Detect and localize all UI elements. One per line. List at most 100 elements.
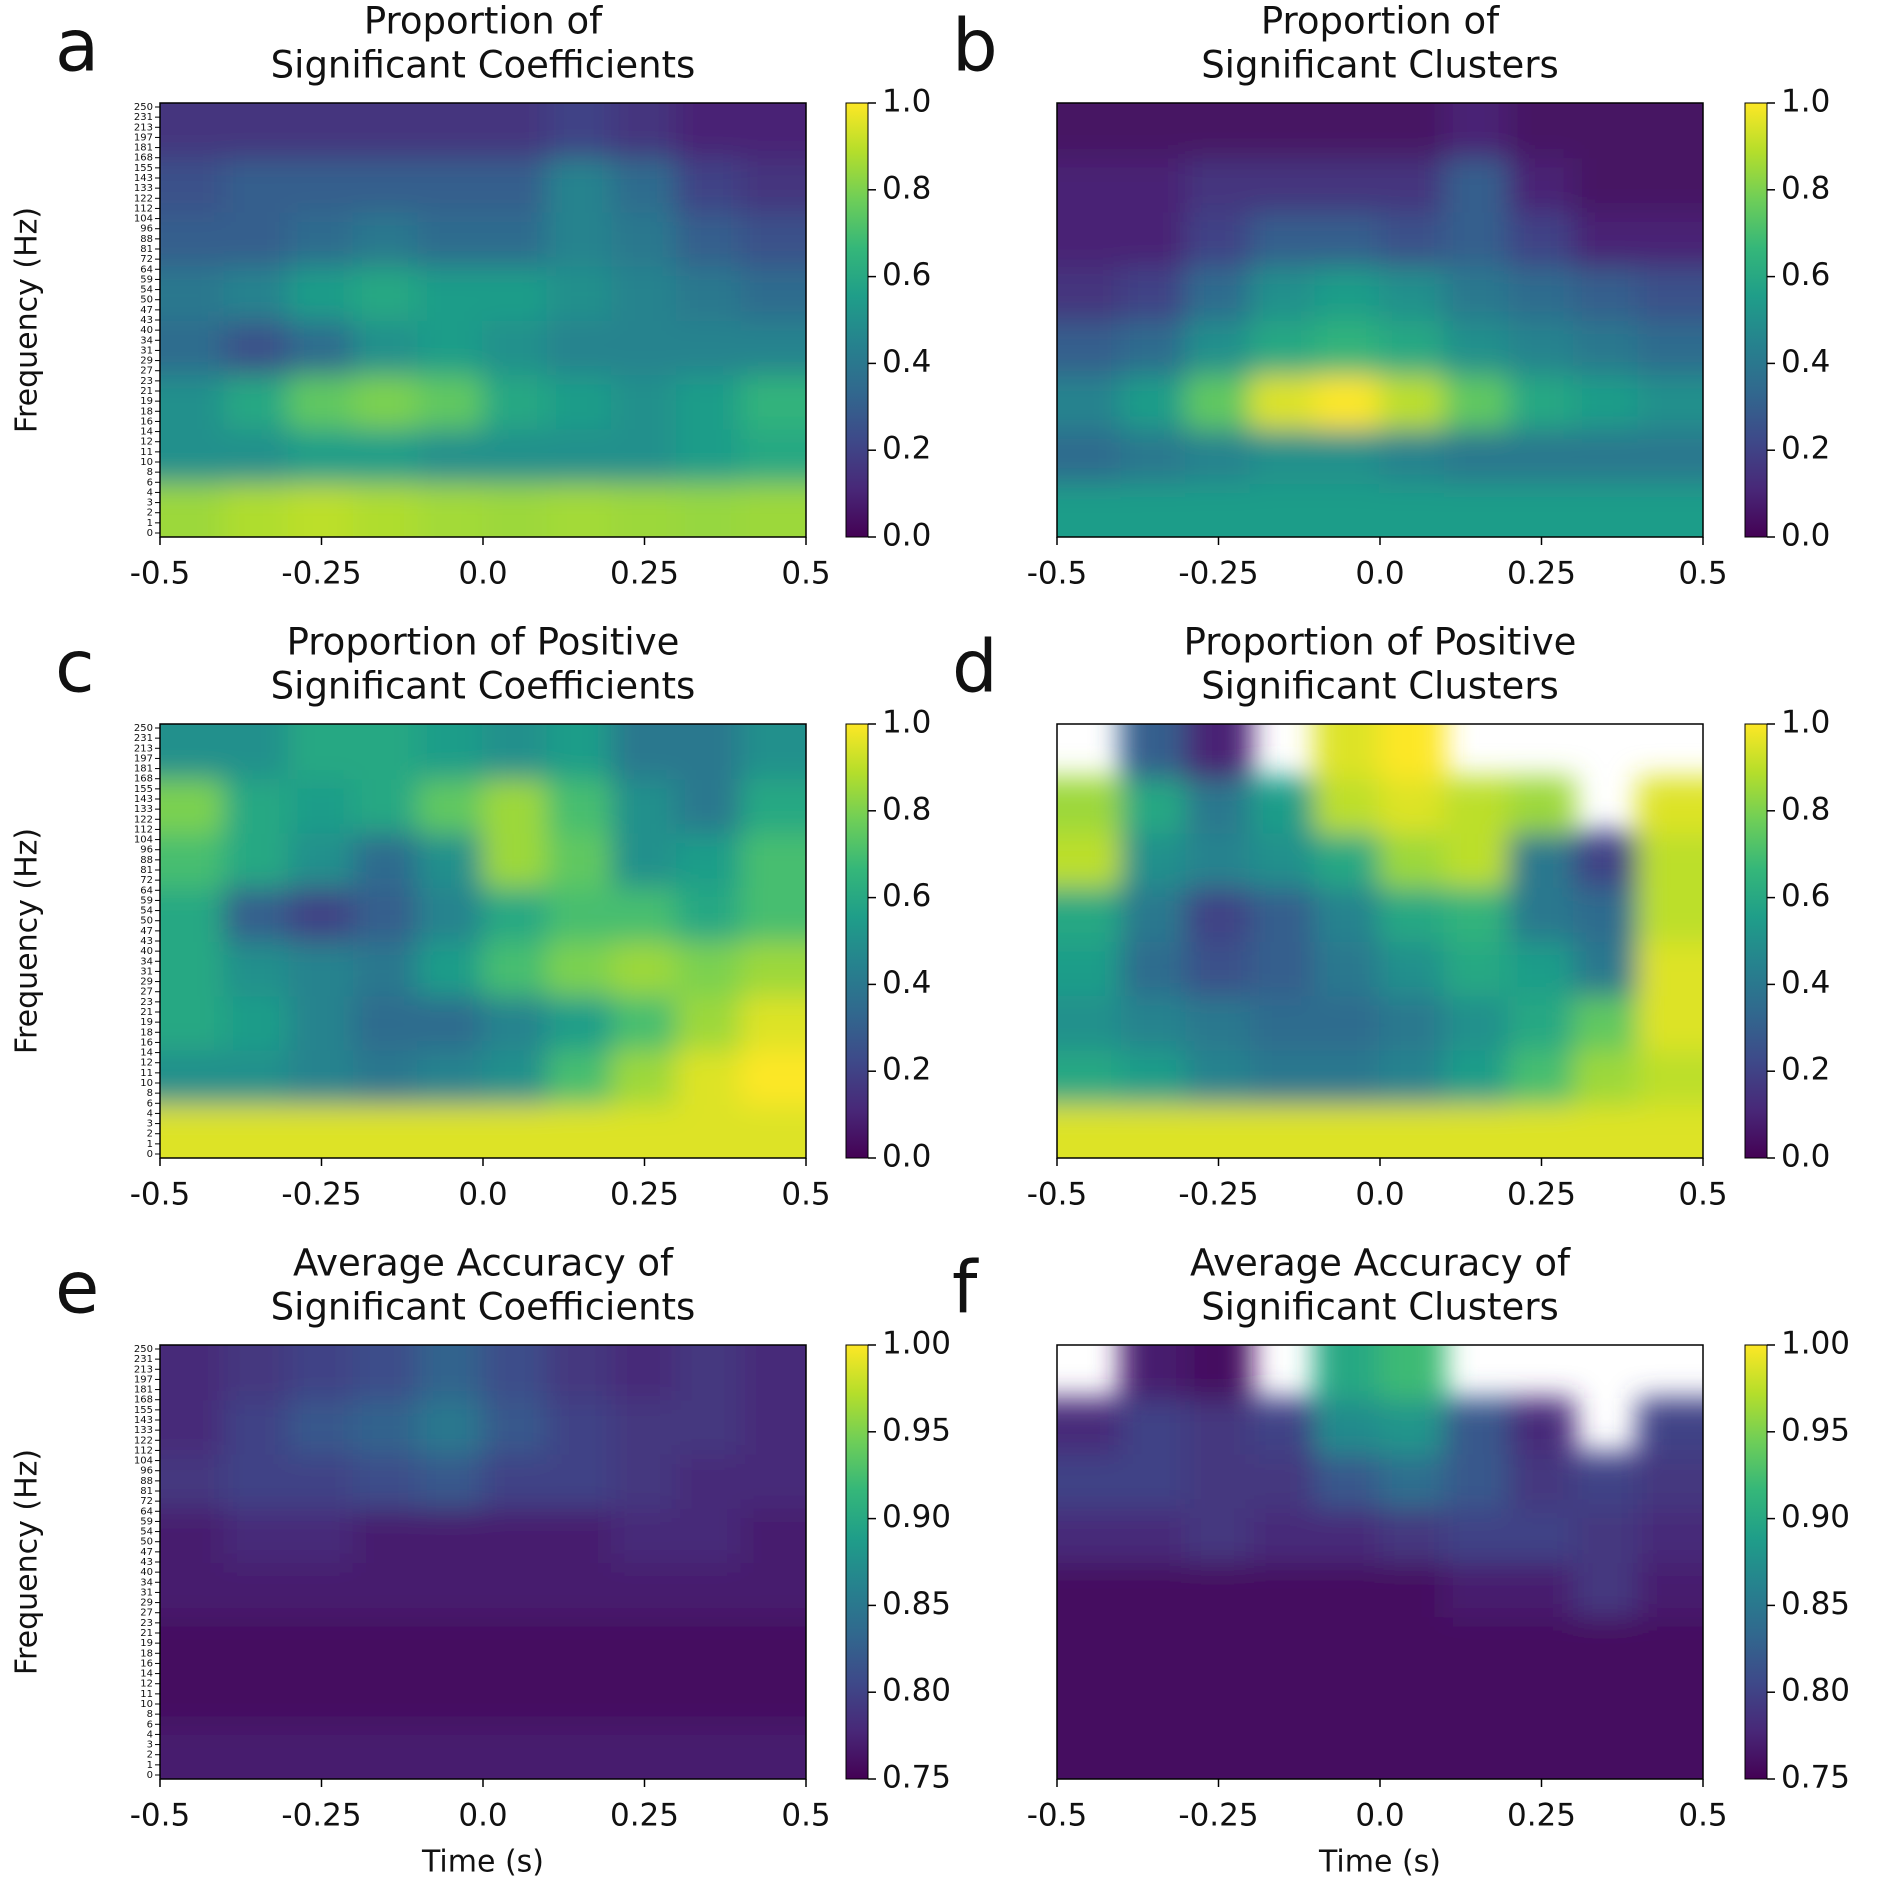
- heatmap-cell: [546, 940, 614, 997]
- x-tick-label: -0.5: [130, 556, 191, 592]
- colorbar-tick-label: 1.0: [1781, 705, 1830, 741]
- heatmap-cell: [1508, 1615, 1575, 1672]
- heatmap-cell: [740, 481, 806, 537]
- heatmap-cell: [740, 427, 806, 484]
- heatmap-cell: [1572, 940, 1640, 997]
- heatmap-cell: [1185, 994, 1252, 1051]
- chart-title: Proportion of Positive: [1184, 621, 1577, 664]
- heatmap-cell: [1508, 1506, 1575, 1563]
- y-tick-label: 43: [140, 315, 153, 326]
- colorbar: [845, 102, 869, 538]
- heatmap-cell: [1185, 1102, 1252, 1158]
- heatmap-cell: [740, 724, 806, 780]
- heatmap-cell: [1508, 210, 1575, 267]
- heatmap-cell: [288, 103, 355, 159]
- heatmap-cell: [1637, 831, 1703, 888]
- heatmap-cell: [1443, 994, 1511, 1051]
- x-tick-label: -0.5: [130, 1177, 191, 1213]
- heatmap-cell: [417, 210, 484, 267]
- heatmap-cell: [611, 1723, 678, 1779]
- heatmap-cell: [160, 1615, 226, 1672]
- y-tick-label: 168: [134, 774, 153, 785]
- y-tick-label: 168: [134, 153, 153, 164]
- y-tick-label: 88: [140, 1476, 153, 1487]
- heatmap-cell: [740, 1561, 806, 1618]
- heatmap-cell: [160, 885, 226, 942]
- y-tick-label: 96: [140, 845, 153, 856]
- heatmap-cell: [288, 156, 355, 213]
- heatmap-cell: [1314, 373, 1381, 430]
- colorbar-tick-label: 0.90: [1781, 1499, 1850, 1535]
- y-tick-label: 10: [140, 457, 153, 468]
- colorbar-tick-label: 0.8: [882, 791, 931, 827]
- heatmap-cell: [1379, 777, 1446, 834]
- heatmap-cell: [482, 831, 549, 888]
- heatmap-cell: [1249, 777, 1317, 834]
- heatmap-cell: [417, 427, 484, 484]
- heatmap-cell: [611, 994, 678, 1051]
- heatmap-cell: [1249, 1561, 1317, 1618]
- heatmap-cell: [1120, 1048, 1188, 1105]
- heatmap-cell: [288, 994, 355, 1051]
- heatmap-cell: [611, 1615, 678, 1672]
- y-tick-label: 72: [140, 875, 153, 886]
- heatmap-cell: [740, 156, 806, 213]
- heatmap-cell: [1314, 724, 1381, 780]
- heatmap-cell: [675, 831, 743, 888]
- heatmap-cell: [1443, 481, 1511, 537]
- y-tick-label: 50: [140, 1537, 153, 1548]
- y-tick-label: 143: [134, 173, 153, 184]
- heatmap-cell: [482, 373, 549, 430]
- y-tick-label: 54: [140, 1527, 153, 1538]
- y-tick-label: 0: [147, 528, 153, 539]
- heatmap-cell: [1508, 1102, 1575, 1158]
- y-tick-label: 143: [134, 1415, 153, 1426]
- heatmap-cell: [546, 103, 614, 159]
- heatmap-cell: [1057, 156, 1123, 213]
- heatmap-cell: [740, 831, 806, 888]
- heatmap-cell: [482, 210, 549, 267]
- colorbar-tick-label: 0.80: [1781, 1673, 1850, 1709]
- heatmap-cell: [352, 1452, 420, 1509]
- heatmap-cell: [223, 1723, 291, 1779]
- heatmap-cell: [1185, 777, 1252, 834]
- heatmap-cell: [675, 940, 743, 997]
- heatmap-cell: [546, 1048, 614, 1105]
- heatmap-cell: [1379, 1561, 1446, 1618]
- heatmap-cell: [288, 885, 355, 942]
- heatmap-cell: [352, 210, 420, 267]
- colorbar: [1744, 1344, 1768, 1780]
- heatmap-cell: [1508, 994, 1575, 1051]
- heatmap-cell: [675, 1615, 743, 1672]
- y-tick-label: 2: [147, 508, 153, 519]
- heatmap-cell: [1379, 481, 1446, 537]
- heatmap-cell: [1249, 885, 1317, 942]
- heatmap-cell: [1572, 427, 1640, 484]
- heatmap-cell: [1314, 156, 1381, 213]
- heatmap-cell: [160, 1452, 226, 1509]
- heatmap-cell: [1443, 210, 1511, 267]
- heatmap-cell: [1508, 156, 1575, 213]
- heatmap-cell: [1379, 103, 1446, 159]
- heatmap-cell: [740, 1398, 806, 1455]
- heatmap-cell: [1637, 1669, 1703, 1726]
- heatmap-cell: [740, 1669, 806, 1726]
- heatmap-cell: [1120, 777, 1188, 834]
- heatmap-cell: [223, 427, 291, 484]
- heatmap-cell: [675, 427, 743, 484]
- plot-area: [1057, 103, 1703, 537]
- heatmap-cell: [352, 156, 420, 213]
- heatmap-cell: [1185, 940, 1252, 997]
- heatmap-cell: [1379, 319, 1446, 376]
- heatmap-cell: [1185, 103, 1252, 159]
- x-tick-label: -0.5: [130, 1798, 191, 1834]
- heatmap-cell: [546, 1615, 614, 1672]
- heatmap-cell: [482, 777, 549, 834]
- heatmap-cell: [1057, 103, 1123, 159]
- heatmap-cell: [1057, 1561, 1123, 1618]
- heatmap-cell: [1508, 319, 1575, 376]
- heatmap-cell: [1120, 1506, 1188, 1563]
- heatmap-cell: [482, 724, 549, 780]
- x-tick-label: -0.25: [1178, 556, 1258, 592]
- chart-title: Significant Coefficients: [271, 1286, 696, 1329]
